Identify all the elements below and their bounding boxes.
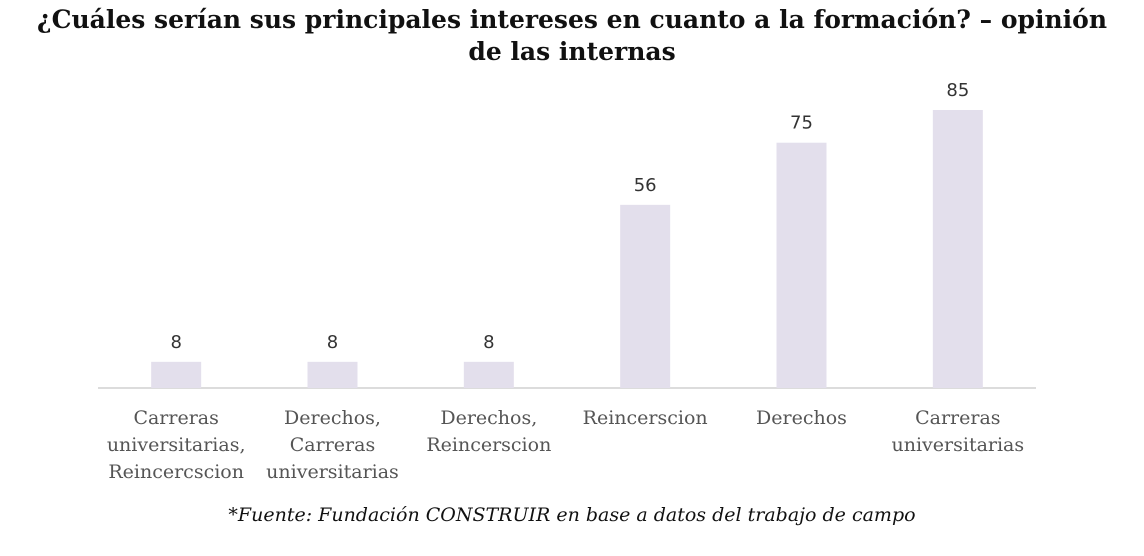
bar-3 — [620, 204, 671, 388]
x-tick-label-3: Reincerscion — [567, 405, 723, 432]
x-tick-label-4: Derechos — [723, 405, 879, 432]
x-tick-label-0: Carreras universitarias, Reincercscion — [98, 405, 254, 486]
x-tick-label-5: Carreras universitarias — [880, 405, 1036, 459]
x-tick-label-0-line-1: universitarias, — [106, 434, 246, 456]
x-tick-label-5-line-0: Carreras — [915, 407, 1001, 429]
x-tick-label-5-line-1: universitarias — [891, 434, 1025, 456]
bar-0 — [151, 361, 202, 388]
bar-5 — [932, 110, 983, 388]
chart-title: ¿Cuáles serían sus principales intereses… — [0, 4, 1144, 68]
data-label-0: 8 — [170, 332, 181, 353]
data-label-4: 75 — [790, 113, 813, 134]
x-tick-label-1-line-2: universitarias — [266, 461, 399, 483]
bar-2 — [463, 361, 514, 388]
x-tick-label-1-line-0: Derechos, — [284, 407, 381, 429]
x-tick-label-3-line-0: Reincerscion — [582, 407, 708, 429]
chart-title-line-2: de las internas — [468, 37, 676, 66]
x-tick-label-2-line-1: Reincerscion — [426, 434, 552, 456]
x-tick-label-4-line-0: Derechos — [756, 407, 847, 429]
data-label-1: 8 — [327, 332, 338, 353]
data-label-2: 8 — [483, 332, 494, 353]
bar-1 — [307, 361, 358, 388]
x-tick-label-0-line-0: Carreras — [133, 407, 219, 429]
x-tick-label-1-line-1: Carreras — [289, 434, 376, 456]
data-label-3: 56 — [634, 175, 657, 196]
x-tick-label-2-line-0: Derechos, — [440, 407, 538, 429]
x-tick-label-0-line-2: Reincercscion — [108, 461, 244, 483]
bar-4 — [776, 142, 827, 388]
source-note: *Fuente: Fundación CONSTRUIR en base a d… — [228, 504, 916, 526]
data-label-5: 85 — [946, 80, 969, 101]
x-tick-label-1: Derechos, Carreras universitarias — [254, 405, 410, 486]
x-tick-label-2: Derechos, Reincerscion — [411, 405, 567, 459]
chart-title-line-1: ¿Cuáles serían sus principales intereses… — [36, 5, 1108, 34]
